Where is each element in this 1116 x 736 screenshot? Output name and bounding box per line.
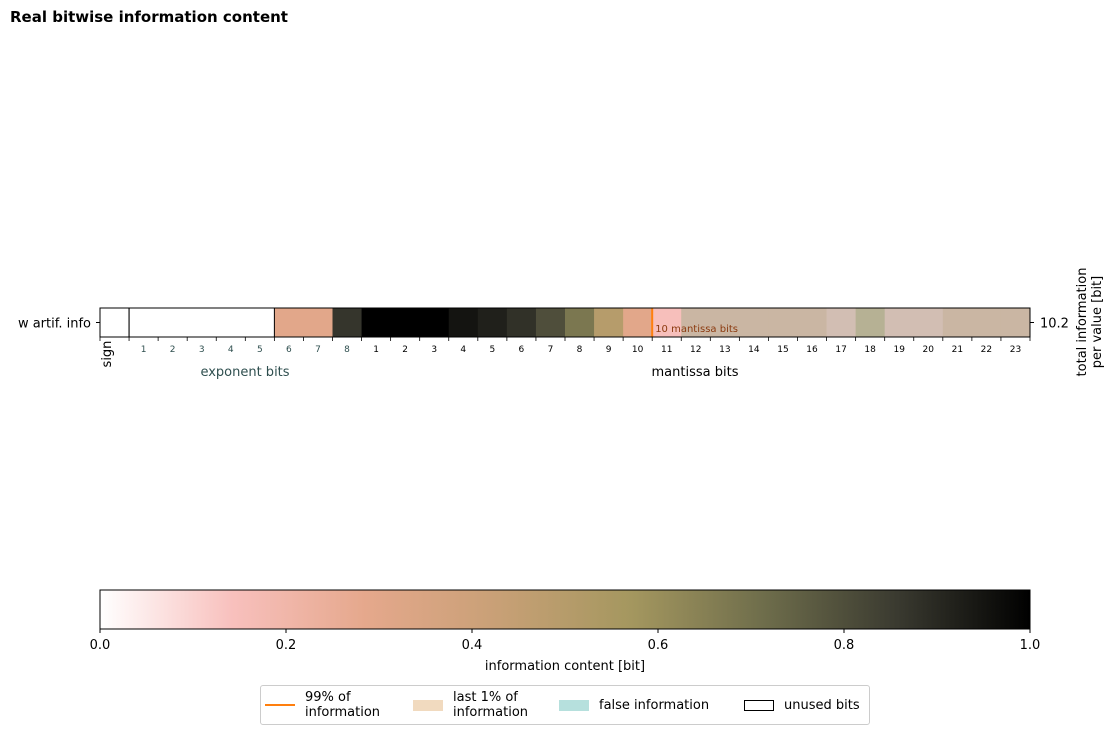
mantissa-tick-label: 3 (431, 345, 437, 355)
mantissa-tick-label: 10 (632, 345, 644, 355)
heatmap-cell (942, 308, 973, 337)
mantissa-tick-label: 1 (373, 345, 379, 355)
mantissa-tick-label: 16 (806, 345, 818, 355)
heatmap-cell (100, 308, 130, 337)
mantissa-tick-label: 20 (923, 345, 935, 355)
right-axis-label: total informationper value [bit] (1075, 268, 1105, 377)
heatmap-cell (623, 308, 653, 337)
colorbar: 0.0 0.2 0.4 0.6 0.8 1.0 information content [b… (90, 589, 1041, 674)
mantissa-tick-label: 7 (548, 345, 554, 355)
mantissa-tick-label: 6 (519, 345, 525, 355)
heatmap-cell (1000, 308, 1031, 337)
heatmap-cell (739, 308, 769, 337)
legend-line-swatch (265, 704, 295, 706)
legend-patch-swatch (559, 699, 589, 711)
mantissa-tick-label: 8 (577, 345, 583, 355)
heatmap-cell (652, 308, 682, 337)
heatmap-cell (797, 308, 827, 337)
exponent-tick-label: 3 (199, 345, 205, 355)
mantissa-tick-label: 14 (748, 345, 760, 355)
heatmap-cell (245, 308, 275, 337)
legend: 99% of information last 1% of informatio… (260, 685, 870, 725)
mantissa-tick-label: 21 (952, 345, 963, 355)
legend-item-false-info: false information (559, 686, 709, 724)
heatmap-cell (826, 308, 857, 337)
colorbar-tick-label: 1.0 (1020, 638, 1041, 653)
colorbar-tick-label: 0.0 (90, 638, 111, 653)
heatmap-cell (855, 308, 886, 337)
heatmap-cell (216, 308, 246, 337)
heatmap-cell (535, 308, 566, 337)
legend-label: unused bits (784, 697, 860, 713)
exponent-tick-label: 1 (141, 345, 147, 355)
legend-item-unused-bits: unused bits (744, 686, 860, 724)
exponent-tick-label: 5 (257, 345, 263, 355)
heatmap-cell (274, 308, 304, 337)
exponent-tick-label: 2 (170, 345, 176, 355)
mantissa-label: mantissa bits (652, 365, 739, 380)
mantissa-tick-label: 5 (489, 345, 495, 355)
heatmap-cell (158, 308, 188, 337)
legend-label: false information (599, 697, 710, 713)
mantissa-tick-label: 19 (893, 345, 905, 355)
legend-label: 99% of information (305, 690, 381, 720)
chart-title: Real bitwise information content (10, 8, 288, 26)
exponent-tick-label: 4 (228, 345, 234, 355)
exponent-tick-label: 6 (286, 345, 292, 355)
heatmap-cell (361, 308, 392, 337)
legend-label: last 1% of information (453, 690, 529, 720)
heatmap-cell (913, 308, 944, 337)
legend-item-99pct: 99% of information (265, 686, 380, 724)
exponent-tick-label: 8 (344, 345, 350, 355)
heatmap-cell (565, 308, 595, 337)
heatmap-cell (448, 308, 479, 337)
heatmap-cell (477, 308, 508, 337)
exponent-label: exponent bits (200, 365, 289, 380)
heatmap-cell (884, 308, 915, 337)
heatmap-cell (187, 308, 217, 337)
mantissa-tick-label: 9 (606, 345, 612, 355)
colorbar-tick-label: 0.4 (462, 638, 483, 653)
heatmap-cell (419, 308, 450, 337)
heatmap-cell (129, 308, 159, 337)
colorbar-bar (99, 589, 1031, 630)
mantissa-tick-label: 13 (719, 345, 730, 355)
colorbar-xlabel: information content [bit] (485, 659, 645, 674)
exponent-tick-label: 7 (315, 345, 321, 355)
colorbar-tick-label: 0.2 (276, 638, 297, 653)
heatmap-cell (506, 308, 537, 337)
heatmap-cell (710, 308, 740, 337)
false-information-overlay (681, 308, 1030, 337)
heatmap-cell (768, 308, 798, 337)
heatmap-cell (594, 308, 624, 337)
legend-patch-swatch (413, 699, 443, 711)
legend-item-last-1pct: last 1% of information (413, 686, 528, 724)
mantissa-tick-label: 2 (402, 345, 408, 355)
mantissa-tick-label: 11 (661, 345, 672, 355)
mantissa-tick-label: 23 (1010, 345, 1021, 355)
row-label: w artif. info (18, 317, 91, 332)
threshold-label: 10 mantissa bits (655, 324, 738, 335)
mantissa-tick-label: 4 (460, 345, 466, 355)
bitwise-heatmap: 10 mantissa bits w artif. info 10.2 total i… (18, 268, 1105, 380)
mantissa-tick-label: 12 (690, 345, 701, 355)
heatmap-cell (681, 308, 711, 337)
colorbar-tick-label: 0.6 (648, 638, 669, 653)
mantissa-tick-label: 15 (777, 345, 788, 355)
colorbar-tick-label: 0.8 (834, 638, 855, 653)
heatmap-cell (303, 308, 333, 337)
right-tick-label: 10.2 (1040, 317, 1069, 332)
heatmap-cell (390, 308, 421, 337)
heatmap-cell (971, 308, 1002, 337)
sign-label: sign (100, 341, 115, 368)
heatmap-cell (332, 308, 362, 337)
mantissa-tick-label: 17 (835, 345, 846, 355)
mantissa-tick-label: 22 (981, 345, 992, 355)
mantissa-tick-label: 18 (864, 345, 876, 355)
legend-box-swatch (744, 699, 774, 711)
